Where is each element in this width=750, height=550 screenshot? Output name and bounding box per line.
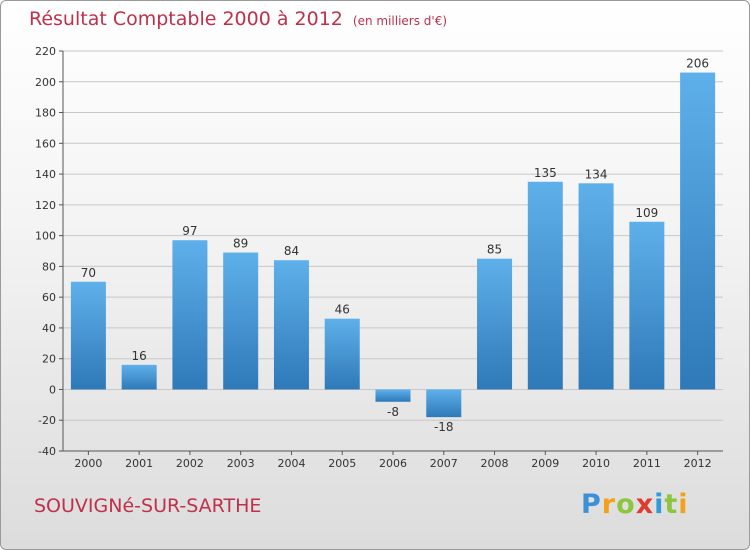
chart-unit: (en milliers d'€) xyxy=(352,14,448,28)
y-tick-label: 80 xyxy=(42,260,56,273)
y-tick-label: 100 xyxy=(35,230,56,243)
y-tick-label: 20 xyxy=(42,353,56,366)
data-label-2012: 206 xyxy=(686,57,709,71)
bars xyxy=(70,72,716,418)
x-tick-label-2008: 2008 xyxy=(481,457,509,470)
x-tick-label-2009: 2009 xyxy=(531,457,559,470)
chart-title: Résultat Comptable 2000 à 2012 xyxy=(29,8,343,30)
x-tick-label-2005: 2005 xyxy=(328,457,356,470)
bar-2004 xyxy=(273,260,309,390)
y-tick-label: 200 xyxy=(35,76,56,89)
axes: -40 -20 0 20 40 60 80 100 120 140 160 180 200 220 2000… xyxy=(35,45,723,470)
y-tick-label: 160 xyxy=(35,137,56,150)
data-label-2001: 16 xyxy=(132,349,147,363)
y-tick-label: -20 xyxy=(38,414,56,427)
x-tick-label-2000: 2000 xyxy=(74,457,102,470)
bar-2011 xyxy=(629,221,665,390)
x-tick-label-2011: 2011 xyxy=(633,457,661,470)
bar-2006 xyxy=(375,389,411,402)
x-tick-label-2012: 2012 xyxy=(684,457,712,470)
y-tick-label: 220 xyxy=(35,45,56,58)
bar-2007 xyxy=(426,389,462,418)
bar-2012 xyxy=(680,72,716,390)
bar-2002 xyxy=(172,240,208,390)
y-tick-label: 120 xyxy=(35,199,56,212)
x-tick-label-2003: 2003 xyxy=(227,457,255,470)
y-tick-label: 140 xyxy=(35,168,56,181)
data-label-2011: 109 xyxy=(635,206,658,220)
y-tick-label: 40 xyxy=(42,322,56,335)
chart-title-block: Résultat Comptable 2000 à 2012 (en millie… xyxy=(29,8,447,30)
y-tick-label: 60 xyxy=(42,291,56,304)
data-label-2006: -8 xyxy=(387,405,399,419)
bar-2010 xyxy=(578,183,614,390)
data-label-2002: 97 xyxy=(182,224,197,238)
bar-2009 xyxy=(527,181,563,390)
x-tick-label-2006: 2006 xyxy=(379,457,407,470)
data-label-2008: 85 xyxy=(487,243,502,257)
bar-2003 xyxy=(223,252,259,390)
data-label-2000: 70 xyxy=(81,266,96,280)
bar-2008 xyxy=(477,258,513,390)
data-label-2009: 135 xyxy=(534,166,557,180)
bar-2005 xyxy=(324,318,360,390)
x-tick-label-2007: 2007 xyxy=(430,457,458,470)
x-tick-label-2004: 2004 xyxy=(277,457,305,470)
proxiti-logo: Proxiti xyxy=(581,489,689,520)
data-label-2007: -18 xyxy=(434,420,454,434)
x-tick-label-2001: 2001 xyxy=(125,457,153,470)
y-tick-label: 0 xyxy=(49,383,56,396)
x-tick-label-2010: 2010 xyxy=(582,457,610,470)
data-label-2005: 46 xyxy=(335,303,350,317)
data-label-2004: 84 xyxy=(284,244,299,258)
labels: 70 16 97 89 84 46 -8 -18 85 135 134 109 206 xyxy=(81,57,709,435)
data-label-2003: 89 xyxy=(233,237,248,251)
commune-name: SOUVIGNé-SUR-SARTHE xyxy=(34,495,262,517)
x-tick-label-2002: 2002 xyxy=(176,457,204,470)
bar-2000 xyxy=(70,281,106,390)
data-label-2010: 134 xyxy=(585,167,608,181)
bar-2001 xyxy=(121,364,157,390)
y-tick-label: -40 xyxy=(38,445,56,458)
y-tick-label: 180 xyxy=(35,107,56,120)
